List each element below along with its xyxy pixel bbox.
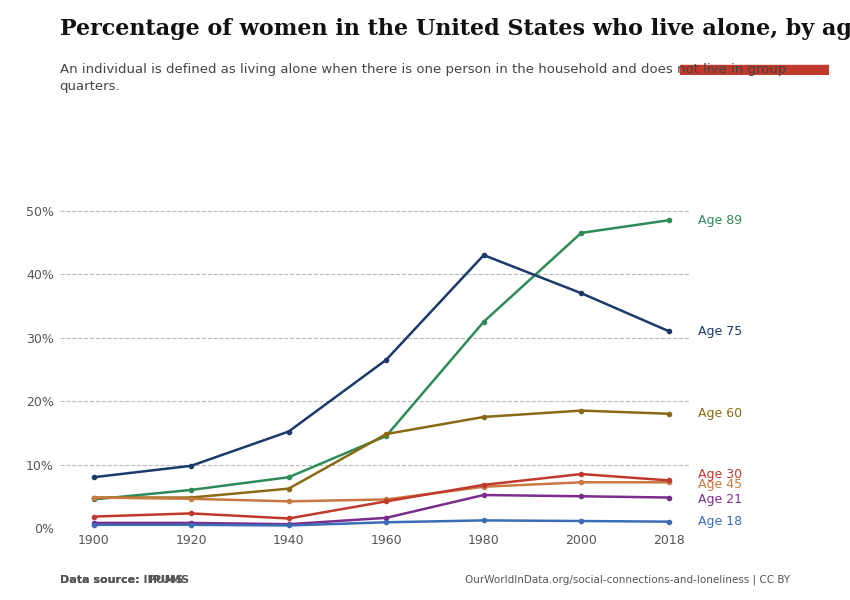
Text: Age 89: Age 89 [698,214,742,227]
Text: Age 75: Age 75 [698,325,743,338]
Text: Data source:: Data source: [60,575,143,585]
Text: IPUMS: IPUMS [149,575,189,585]
Text: Data source: IPUMS: Data source: IPUMS [60,575,183,585]
Text: Age 18: Age 18 [698,515,742,528]
Text: OurWorldInData.org/social-connections-and-loneliness | CC BY: OurWorldInData.org/social-connections-an… [466,575,790,585]
Text: Age 30: Age 30 [698,467,742,481]
Bar [680,65,829,75]
Text: Age 45: Age 45 [698,478,742,491]
Text: Percentage of women in the United States who live alone, by age: Percentage of women in the United States… [60,18,850,40]
Text: Age 21: Age 21 [698,493,742,506]
Text: Our World
in Data: Our World in Data [721,25,788,54]
Text: Age 60: Age 60 [698,407,742,420]
Text: An individual is defined as living alone when there is one person in the househo: An individual is defined as living alone… [60,63,786,93]
